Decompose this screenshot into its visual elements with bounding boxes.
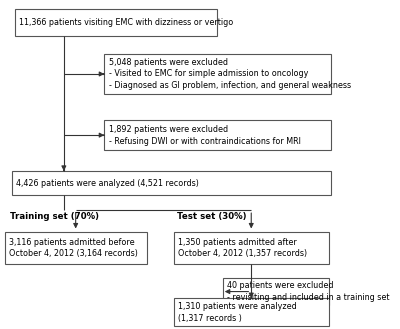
FancyBboxPatch shape bbox=[104, 54, 331, 94]
Text: 11,366 patients visiting EMC with dizziness or vertigo: 11,366 patients visiting EMC with dizzin… bbox=[19, 18, 234, 27]
Text: 1,350 patients admitted after
October 4, 2012 (1,357 records): 1,350 patients admitted after October 4,… bbox=[178, 238, 307, 258]
FancyBboxPatch shape bbox=[174, 298, 329, 326]
FancyBboxPatch shape bbox=[222, 278, 329, 305]
Text: 5,048 patients were excluded
- Visited to EMC for simple admission to oncology
-: 5,048 patients were excluded - Visited t… bbox=[109, 58, 351, 90]
Text: 4,426 patients were analyzed (4,521 records): 4,426 patients were analyzed (4,521 reco… bbox=[16, 179, 199, 188]
FancyBboxPatch shape bbox=[15, 9, 218, 36]
Text: 1,310 patients were analyzed
(1,317 records ): 1,310 patients were analyzed (1,317 reco… bbox=[178, 302, 297, 322]
Text: Training set (70%): Training set (70%) bbox=[10, 212, 99, 221]
Text: 1,892 patients were excluded
- Refusing DWI or with contraindications for MRI: 1,892 patients were excluded - Refusing … bbox=[109, 125, 301, 145]
Text: 3,116 patients admitted before
October 4, 2012 (3,164 records): 3,116 patients admitted before October 4… bbox=[9, 238, 138, 258]
FancyBboxPatch shape bbox=[12, 171, 330, 195]
Text: 40 patients were excluded
- revisiting and included in a training set: 40 patients were excluded - revisiting a… bbox=[227, 281, 390, 302]
FancyBboxPatch shape bbox=[174, 232, 329, 264]
FancyBboxPatch shape bbox=[104, 120, 331, 150]
Text: Test set (30%): Test set (30%) bbox=[177, 212, 246, 221]
FancyBboxPatch shape bbox=[5, 232, 146, 264]
